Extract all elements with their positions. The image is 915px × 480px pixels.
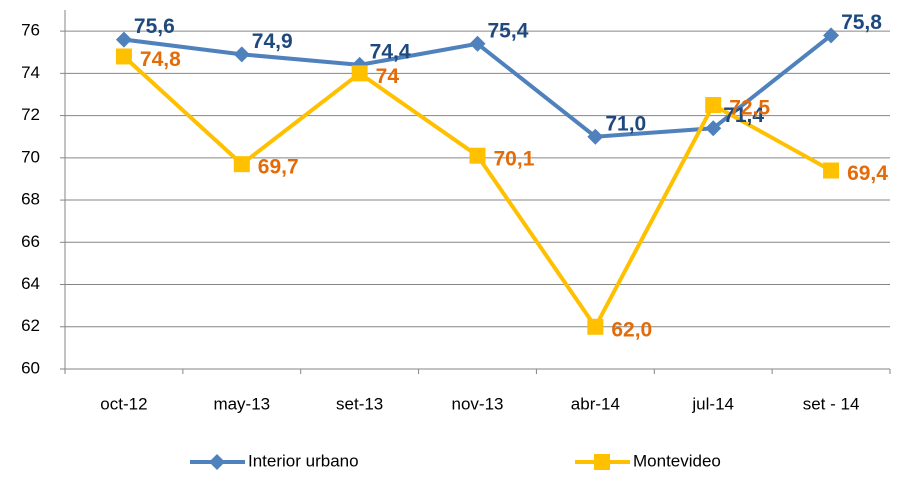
legend-marker xyxy=(594,454,610,470)
legend-label: Interior urbano xyxy=(248,451,359,470)
point xyxy=(823,162,840,179)
value-label: 71,4 xyxy=(723,104,764,127)
value-label: 75,4 xyxy=(488,19,529,42)
y-tick-label: 68 xyxy=(21,190,40,209)
x-tick-label: oct-12 xyxy=(100,394,147,413)
point xyxy=(115,31,132,48)
y-tick-label: 64 xyxy=(21,274,40,293)
x-tick-label: may-13 xyxy=(213,394,270,413)
point xyxy=(351,65,368,82)
point xyxy=(705,97,722,114)
value-label: 62,0 xyxy=(611,318,652,341)
point xyxy=(823,27,840,44)
x-tick-label: set - 14 xyxy=(803,394,860,413)
value-label: 71,0 xyxy=(605,112,646,135)
x-tick-label: nov-13 xyxy=(452,394,504,413)
y-tick-label: 74 xyxy=(21,63,40,82)
value-label: 69,7 xyxy=(258,156,299,179)
point xyxy=(469,147,486,164)
legend-marker xyxy=(209,454,225,470)
y-tick-label: 60 xyxy=(21,358,40,377)
y-tick-label: 70 xyxy=(21,147,40,166)
y-tick-label: 66 xyxy=(21,232,40,251)
value-label: 75,6 xyxy=(134,15,175,38)
series-line xyxy=(122,54,833,331)
point xyxy=(469,35,486,52)
point xyxy=(233,46,250,63)
x-tick-label: jul-14 xyxy=(691,394,734,413)
point xyxy=(115,48,132,65)
legend-label: Montevideo xyxy=(633,451,721,470)
value-label: 74,8 xyxy=(140,48,181,71)
point xyxy=(233,156,250,173)
value-label: 69,4 xyxy=(847,162,888,185)
y-tick-label: 76 xyxy=(21,21,40,40)
value-label: 74,9 xyxy=(252,30,293,53)
x-tick-label: set-13 xyxy=(336,394,383,413)
point xyxy=(705,120,722,137)
point xyxy=(587,318,604,335)
y-tick-label: 62 xyxy=(21,316,40,335)
value-label: 72,5 xyxy=(729,97,770,120)
y-tick-label: 72 xyxy=(21,105,40,124)
x-tick-label: abr-14 xyxy=(571,394,620,413)
point xyxy=(587,128,604,145)
value-label: 75,8 xyxy=(841,11,882,34)
value-label: 74 xyxy=(376,65,400,88)
value-label: 70,1 xyxy=(494,147,535,170)
value-label: 74,4 xyxy=(370,40,411,63)
